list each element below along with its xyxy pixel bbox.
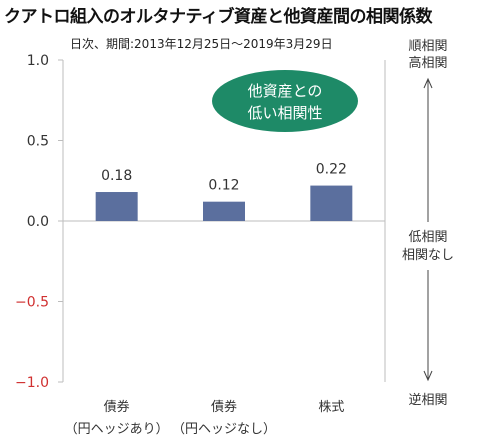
bar <box>203 201 245 221</box>
arrow-up-icon <box>423 77 433 89</box>
scale-label-mid: 相関なし <box>402 248 454 263</box>
x-category-label: 債券 <box>104 399 130 415</box>
y-tick-label: −0.5 <box>15 295 49 311</box>
scale-label-bottom: 逆相関 <box>408 392 447 408</box>
x-category-label: 債券 <box>211 399 237 415</box>
bar-data-label: 0.18 <box>101 168 132 184</box>
callout-ellipse <box>212 70 358 132</box>
x-category-label: （円ヘッジなし） <box>172 422 276 437</box>
callout-text: 他資産との <box>248 82 323 100</box>
bar <box>310 185 353 221</box>
callout-text: 低い相関性 <box>247 104 322 122</box>
bar-data-label: 0.12 <box>208 178 239 194</box>
chart-title: クアトロ組入のオルタナティブ資産と他資産間の相関係数 <box>4 7 432 27</box>
x-category-label: 株式 <box>318 400 344 415</box>
x-category-label: （円ヘッジあり） <box>65 422 169 437</box>
arrow-down-icon <box>423 370 433 382</box>
y-tick-label: 0.5 <box>27 134 49 150</box>
bar-data-label: 0.22 <box>316 162 347 178</box>
scale-label-top: 順相関 <box>408 39 447 54</box>
y-tick-label: −1.0 <box>15 375 49 391</box>
scale-label-mid: 低相関 <box>408 230 447 245</box>
y-tick-label: 1.0 <box>27 53 49 69</box>
y-tick-label: 0.0 <box>27 214 49 230</box>
chart-subtitle: 日次、期間:2013年12月25日～2019年3月29日 <box>70 37 333 51</box>
bar <box>95 192 138 221</box>
scale-label-top: 高相関 <box>408 55 447 71</box>
